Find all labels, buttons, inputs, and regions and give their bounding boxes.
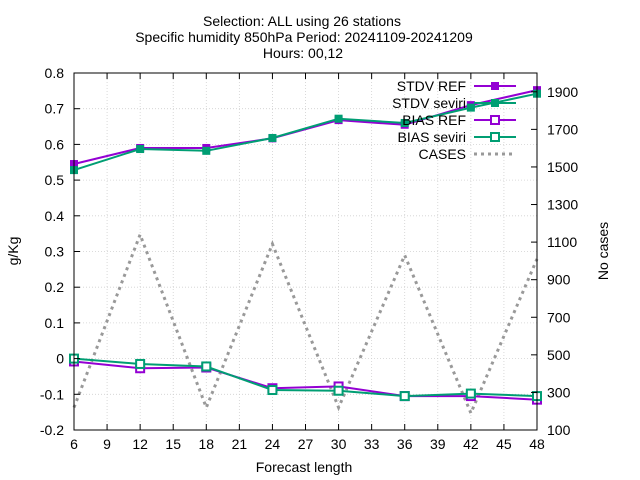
- y-tick-label: 0: [56, 351, 64, 367]
- x-tick-label: 21: [232, 436, 248, 452]
- y2-tick-label: 700: [547, 309, 571, 325]
- x-tick-label: 45: [496, 436, 512, 452]
- y-tick-label: -0.2: [40, 422, 64, 438]
- x-tick-label: 6: [70, 436, 78, 452]
- y2-tick-label: 100: [547, 422, 571, 438]
- y-tick-label: 0.8: [45, 65, 65, 81]
- data-point: [399, 391, 410, 402]
- data-point: [465, 388, 476, 399]
- series-line-stdv-seviri: [73, 92, 538, 172]
- x-tick-label: 33: [364, 436, 380, 452]
- title-line-3: Hours: 00,12: [263, 45, 343, 61]
- data-point: [400, 118, 409, 127]
- y2-tick-label: 1100: [547, 234, 577, 250]
- chart-title: Selection: ALL using 26 stations Specifi…: [135, 13, 473, 61]
- grid: [74, 73, 537, 430]
- x-tick-label: 18: [198, 436, 214, 452]
- title-line-2: Specific humidity 850hPa Period: 2024110…: [135, 29, 473, 45]
- legend-marker-stdv-ref: [491, 82, 499, 90]
- x-tick-label: 42: [463, 436, 479, 452]
- ticks: 6 9 12 15 18 21 24 27 30 33 36 39 42 45 48 -0.2 -0.1 0 0.1…: [40, 65, 578, 452]
- y-tick-label: 0.1: [45, 315, 65, 331]
- x-tick-label: 39: [430, 436, 446, 452]
- series-line-cases: [72, 230, 539, 417]
- data-point: [334, 114, 343, 123]
- x-tick-label: 24: [265, 436, 281, 452]
- x-axis-label: Forecast length: [256, 459, 353, 475]
- x-tick-label: 15: [165, 436, 181, 452]
- y-tick-label: 0.3: [45, 244, 65, 260]
- legend-label-stdv-seviri: STDV seviri: [392, 95, 466, 111]
- legend-marker-stdv-seviri: [491, 99, 499, 107]
- y2-tick-label: 1900: [547, 84, 578, 100]
- data-point: [202, 146, 211, 155]
- y-tick-label: 0.6: [45, 136, 65, 152]
- legend-label-stdv-ref: STDV REF: [397, 78, 466, 94]
- y-tick-label: 0.7: [45, 101, 65, 117]
- legend-label-bias-ref: BIAS REF: [402, 112, 466, 128]
- y2-tick-label: 1500: [547, 159, 578, 175]
- data-point: [135, 358, 146, 369]
- x-tick-label: 36: [397, 436, 413, 452]
- legend-marker-bias-seviri: [490, 132, 500, 142]
- x-tick-label: 9: [103, 436, 111, 452]
- cases-layer: [72, 230, 539, 417]
- y-tick-label: 0.2: [45, 279, 65, 295]
- x-tick-label: 30: [331, 436, 347, 452]
- data-point: [267, 385, 278, 396]
- y2-tick-label: 1700: [547, 121, 578, 137]
- y2-tick-label: 900: [547, 272, 571, 288]
- title-line-1: Selection: ALL using 26 stations: [203, 13, 401, 29]
- y-tick-label: 0.5: [45, 172, 65, 188]
- y-axis-label: g/Kg: [5, 237, 21, 266]
- y2-tick-label: 500: [547, 347, 571, 363]
- data-point: [466, 103, 475, 112]
- x-tick-label: 48: [529, 436, 545, 452]
- legend-marker-bias-ref: [490, 115, 500, 125]
- series-line-bias-ref: [73, 360, 538, 401]
- y-tick-label: 0.4: [45, 208, 65, 224]
- y-tick-label: -0.1: [40, 386, 64, 402]
- y2-tick-label: 1300: [547, 197, 578, 213]
- data-point: [268, 133, 277, 142]
- y2-axis-label: No cases: [595, 222, 611, 280]
- legend-label-cases: CASES: [419, 146, 466, 162]
- data-point: [333, 385, 344, 396]
- series-line-bias-seviri: [73, 357, 538, 398]
- x-tick-label: 27: [298, 436, 314, 452]
- y2-tick-label: 300: [547, 384, 571, 400]
- data-point: [136, 145, 145, 154]
- legend-label-bias-seviri: BIAS seviri: [398, 129, 466, 145]
- data-point: [201, 361, 212, 372]
- x-tick-label: 12: [132, 436, 148, 452]
